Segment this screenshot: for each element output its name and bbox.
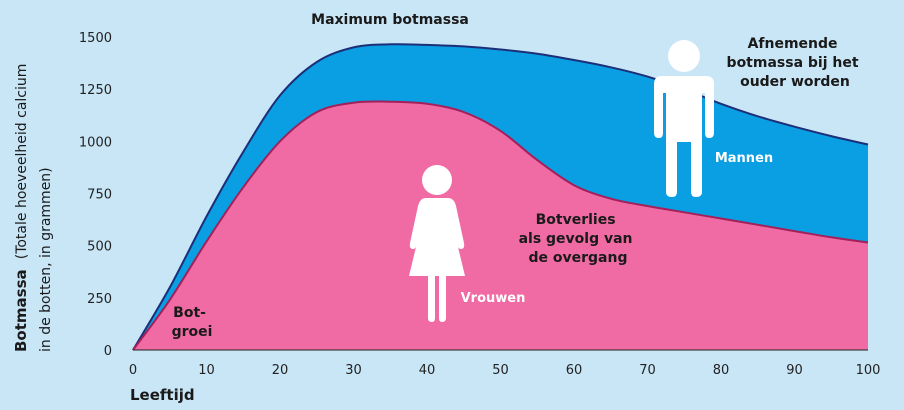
x-axis-label: Leeftijd bbox=[130, 386, 195, 404]
y-axis-ticks: 0 250 500 750 1000 1250 1500 bbox=[79, 31, 112, 359]
annotation-max: Maximum botmassa bbox=[311, 12, 469, 28]
line-mannen bbox=[132, 43, 869, 351]
x-tick-label: 20 bbox=[272, 363, 289, 378]
x-tick-label: 100 bbox=[856, 363, 881, 378]
x-tick-label: 30 bbox=[345, 363, 362, 378]
x-tick-label: 10 bbox=[198, 363, 215, 378]
y-tick-label: 1000 bbox=[79, 135, 112, 150]
line-vrouwen bbox=[132, 100, 869, 351]
annotation-decline: Afnemende botmassa bij het ouder worden bbox=[727, 36, 864, 90]
y-tick-label: 1250 bbox=[79, 83, 112, 98]
y-axis-label-line2: in de botten, in grammen) bbox=[38, 167, 54, 352]
y-tick-label: 1500 bbox=[79, 31, 112, 46]
x-tick-label: 70 bbox=[639, 363, 656, 378]
series-label-mannen: Mannen bbox=[715, 151, 773, 166]
area-vrouwen bbox=[133, 101, 868, 351]
y-tick-label: 500 bbox=[87, 240, 112, 255]
x-tick-label: 50 bbox=[492, 363, 509, 378]
x-tick-label: 80 bbox=[713, 363, 730, 378]
y-axis-label: Botmassa (Totale hoeveelheid calcium bbox=[11, 64, 30, 352]
x-tick-label: 60 bbox=[566, 363, 583, 378]
y-tick-label: 750 bbox=[87, 188, 112, 203]
annotation-growth: Bot- groei bbox=[172, 305, 213, 340]
x-axis-ticks: 0 10 20 30 40 50 60 70 80 90 100 bbox=[129, 363, 881, 378]
series-label-vrouwen: Vrouwen bbox=[461, 291, 526, 306]
woman-icon bbox=[409, 165, 465, 322]
man-icon bbox=[654, 40, 714, 197]
x-tick-label: 40 bbox=[419, 363, 436, 378]
annotation-menopause: Botverlies als gevolg van de overgang bbox=[519, 212, 638, 266]
y-tick-label: 250 bbox=[87, 292, 112, 307]
x-tick-label: 90 bbox=[786, 363, 803, 378]
y-tick-label: 0 bbox=[104, 344, 112, 359]
x-tick-label: 0 bbox=[129, 363, 137, 378]
